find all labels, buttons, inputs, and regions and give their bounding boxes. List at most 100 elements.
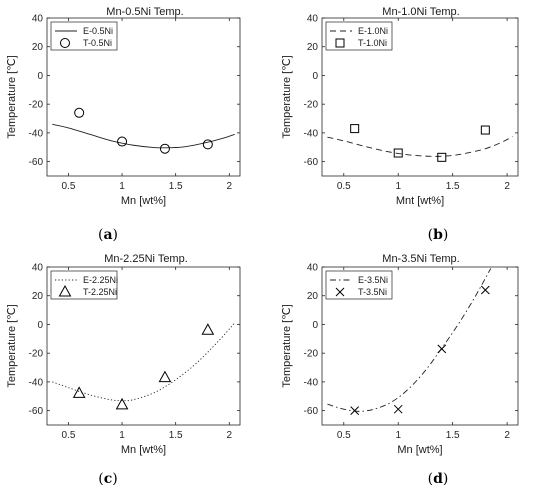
y-tick-label: 20 (307, 291, 319, 302)
x-axis-label: Mn [wt%] (397, 444, 442, 456)
x-tick-label: 1 (395, 181, 401, 192)
data-point (480, 285, 490, 295)
chart-title: Mn-0.5Ni Temp. (106, 6, 183, 18)
x-tick-label: 1 (395, 430, 401, 441)
x-tick-label: 0.5 (337, 430, 351, 441)
series-T-0.5Ni (74, 107, 213, 154)
y-tick-label: 40 (32, 263, 44, 274)
y-tick-label: -20 (29, 349, 44, 360)
y-axis-label: Temperature [℃] (6, 55, 18, 138)
x-axis-label: Mn [wt%] (121, 195, 166, 207)
chart-panel-d: Mn-3.5Ni Temp. 0.5 1 1.5 2 -60 -40 -20 0 20 40 Mn [… (281, 253, 519, 487)
panel-label: (c) (98, 471, 117, 487)
legend-marker (60, 38, 70, 48)
x-tick-label: 0.5 (61, 181, 75, 192)
legend-label: E-2.25Ni (83, 275, 118, 285)
data-point (393, 404, 403, 414)
chart-title: Mn-1.0Ni Temp. (382, 6, 459, 18)
x-tick-label: 1.5 (446, 181, 460, 192)
y-tick-label: -40 (29, 128, 44, 139)
x-tick-label: 2 (504, 430, 510, 441)
legend-label: E-3.5Ni (358, 275, 388, 285)
x-tick-label: 2 (504, 181, 510, 192)
y-tick-label: -60 (29, 406, 44, 417)
y-tick-label: 20 (307, 42, 319, 53)
chart-title: Mn-2.25Ni Temp. (104, 253, 188, 265)
legend-label: E-0.5Ni (83, 26, 113, 36)
x-tick-label: 1 (119, 181, 125, 192)
chart-panel-a: Mn-0.5Ni Temp. 0.5 1 1.5 2 -60 -40 -20 0 20 40 Mn [… (6, 6, 241, 243)
legend-label: T-1.0Ni (358, 38, 387, 48)
y-tick-label: 0 (312, 71, 318, 82)
data-point (393, 148, 403, 158)
y-tick-label: -40 (304, 128, 319, 139)
legend-label: T-0.5Ni (83, 38, 112, 48)
series-line-E-0.5Ni (52, 123, 235, 149)
series-T-2.25Ni (72, 323, 215, 410)
y-tick-label: 40 (307, 263, 319, 274)
data-point (437, 152, 447, 162)
x-tick-label: 2 (226, 430, 232, 441)
x-tick-label: 1.5 (169, 181, 183, 192)
data-point (350, 124, 360, 134)
data-point (159, 143, 170, 154)
data-point (74, 107, 85, 118)
x-tick-label: 1.5 (446, 430, 460, 441)
y-tick-label: -40 (304, 377, 319, 388)
data-point (158, 370, 172, 383)
legend-marker (335, 38, 345, 48)
series-T-1.0Ni (350, 124, 490, 162)
y-tick-label: 40 (32, 14, 44, 25)
panel-label: (d) (428, 471, 449, 487)
data-point (350, 406, 360, 415)
y-tick-label: 0 (37, 320, 43, 331)
y-tick-label: 20 (32, 42, 44, 53)
y-axis-label: Temperature [℃] (281, 304, 293, 387)
chart-panel-c: Mn-2.25Ni Temp. 0.5 1 1.5 2 -60 -40 -20 0 20 40 Mn … (6, 253, 241, 487)
x-axis-label: Mn [wt%] (121, 444, 166, 456)
y-tick-label: -60 (304, 406, 319, 417)
legend-marker (335, 287, 345, 297)
y-tick-label: 0 (37, 71, 43, 82)
series-line-E-1.0Ni (327, 136, 513, 157)
data-point (115, 397, 129, 410)
legend-box (50, 270, 118, 300)
legend-label: E-1.0Ni (358, 26, 388, 36)
data-point (202, 139, 213, 150)
series-T-3.5Ni (350, 285, 490, 415)
panel-label: (a) (98, 227, 118, 243)
x-axis-label: Mnt [wt%] (396, 195, 444, 207)
x-tick-label: 1.5 (169, 430, 183, 441)
y-tick-label: 40 (307, 14, 319, 25)
data-point (480, 125, 490, 135)
legend: E-0.5Ni T-0.5Ni (50, 21, 118, 51)
y-tick-label: -20 (304, 100, 319, 111)
panel-label: (b) (428, 227, 449, 243)
x-tick-label: 1 (119, 430, 125, 441)
y-tick-label: -40 (29, 377, 44, 388)
y-axis-label: Temperature [℃] (6, 304, 18, 387)
legend-marker (58, 284, 72, 297)
data-point (437, 344, 447, 354)
x-tick-label: 0.5 (61, 430, 75, 441)
legend-label: T-2.25Ni (83, 287, 117, 297)
x-tick-label: 2 (226, 181, 232, 192)
data-point (72, 386, 86, 398)
chart-panel-b: Mn-1.0Ni Temp. 0.5 1 1.5 2 -60 -40 -20 0 20 40 Mnt … (281, 6, 519, 243)
legend-box (325, 21, 393, 51)
y-tick-label: 20 (32, 291, 44, 302)
y-tick-label: -60 (29, 157, 44, 168)
y-axis-label: Temperature [℃] (281, 55, 293, 138)
legend-label: T-3.5Ni (358, 287, 387, 297)
legend: E-1.0Ni T-1.0Ni (325, 21, 393, 51)
data-point (201, 323, 215, 335)
y-tick-label: -20 (304, 349, 319, 360)
data-point (117, 136, 128, 147)
y-tick-label: 0 (312, 320, 318, 331)
x-tick-label: 0.5 (337, 181, 351, 192)
legend-box (50, 21, 118, 51)
y-tick-label: -20 (29, 100, 44, 111)
legend: E-3.5Ni T-3.5Ni (325, 270, 393, 300)
series-line-E-2.25Ni (52, 322, 235, 402)
